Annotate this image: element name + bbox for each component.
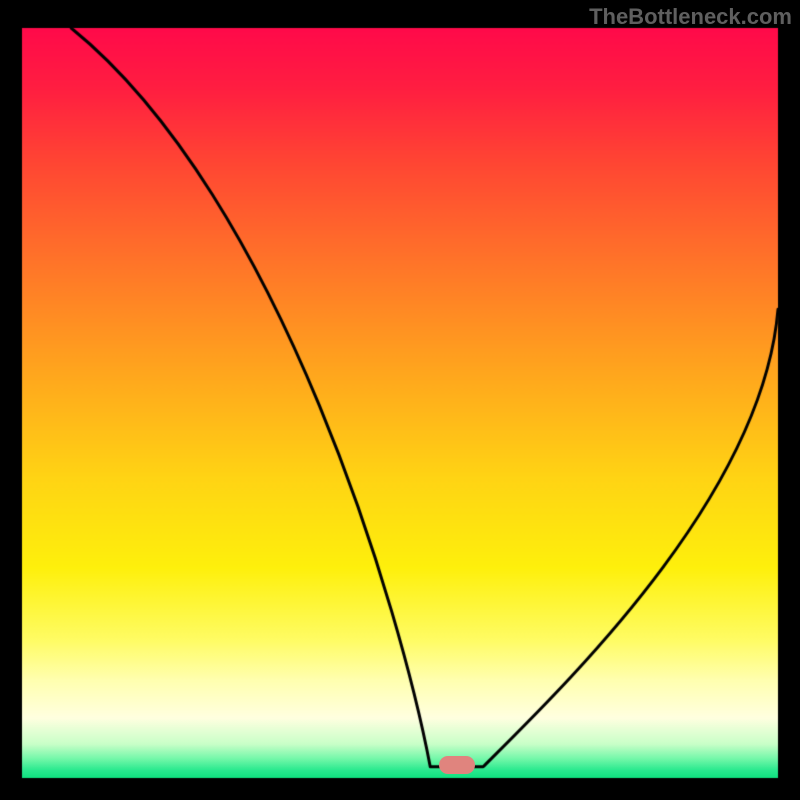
chart-container: TheBottleneck.com	[0, 0, 800, 800]
optimum-marker	[439, 756, 475, 774]
bottleneck-curve-canvas	[0, 0, 800, 800]
attribution-label: TheBottleneck.com	[589, 4, 792, 30]
